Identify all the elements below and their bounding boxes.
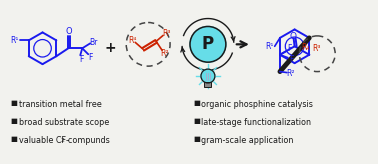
Text: O: O [289, 32, 296, 41]
Text: transition metal free: transition metal free [19, 100, 101, 109]
Text: ■: ■ [193, 135, 200, 142]
Text: ■: ■ [11, 135, 18, 142]
Text: ■: ■ [193, 118, 200, 124]
Text: ■: ■ [11, 118, 18, 124]
FancyBboxPatch shape [204, 82, 211, 87]
Text: R¹: R¹ [11, 36, 19, 45]
Circle shape [201, 69, 215, 83]
Text: organic phosphine catalysis: organic phosphine catalysis [201, 100, 313, 109]
Text: F: F [290, 55, 294, 64]
Text: Br: Br [89, 38, 98, 47]
Text: R²: R² [160, 49, 168, 58]
Text: F: F [79, 55, 84, 64]
Text: R¹: R¹ [265, 42, 274, 51]
Text: 2: 2 [60, 138, 64, 143]
Text: +: + [104, 41, 116, 55]
Text: late-stage functionalization: late-stage functionalization [201, 118, 311, 127]
Circle shape [190, 26, 226, 62]
Text: ■: ■ [11, 100, 18, 106]
Text: P: P [202, 35, 214, 53]
Text: R₄: R₄ [301, 43, 310, 52]
Text: O: O [66, 27, 73, 36]
Text: R³: R³ [162, 29, 170, 38]
Text: R⁴: R⁴ [128, 36, 136, 45]
Text: gram-scale application: gram-scale application [201, 135, 293, 144]
Text: F: F [88, 53, 92, 62]
Text: valuable CF: valuable CF [19, 135, 66, 144]
Text: broad substrate scope: broad substrate scope [19, 118, 109, 127]
Text: R³: R³ [312, 44, 321, 53]
Text: R²: R² [287, 69, 295, 78]
Text: ■: ■ [193, 100, 200, 106]
Text: -compunds: -compunds [65, 135, 110, 144]
Text: F: F [288, 44, 292, 53]
